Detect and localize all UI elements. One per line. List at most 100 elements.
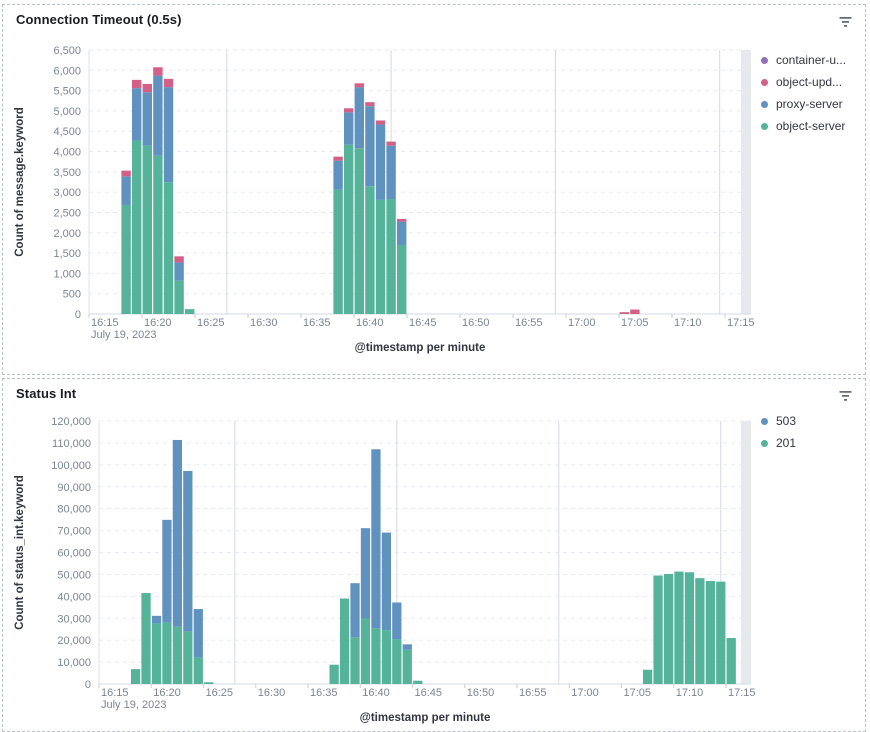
bar-segment-201[interactable] [726,637,736,684]
bar-segment-proxy_server[interactable] [333,160,343,190]
bar-segment-object_updater[interactable] [630,309,640,314]
bar-segment-201[interactable] [151,623,162,684]
bar-segment-object_server[interactable] [397,244,407,314]
y-tick-label: 1,000 [53,268,81,280]
bar-segment-503[interactable] [172,439,182,627]
bar-segment-object_updater[interactable] [619,312,629,314]
bar-segment-503[interactable] [371,449,381,629]
legend-item-object_server[interactable]: object-server [761,115,865,137]
bar-segment-201[interactable] [684,572,695,684]
bar-segment-object_updater[interactable] [174,256,184,263]
x-axis-title: @timestamp per minute [360,712,491,724]
bar-segment-proxy_server[interactable] [142,92,152,146]
y-tick-label: 50,000 [57,569,91,581]
bar-segment-proxy_server[interactable] [365,106,375,187]
bar-segment-object_server[interactable] [174,280,184,314]
bar-segment-object_server[interactable] [333,189,343,314]
bar-segment-object_server[interactable] [142,145,152,314]
bar-segment-object_updater[interactable] [132,79,142,89]
bar-segment-object_updater[interactable] [153,67,163,76]
bar-segment-503[interactable] [151,615,162,624]
bar-segment-object_updater[interactable] [344,108,354,113]
bar-segment-201[interactable] [130,669,141,684]
bar-segment-201[interactable] [193,657,203,684]
bar-segment-201[interactable] [663,573,674,684]
bar-segment-201[interactable] [162,622,172,684]
bar-segment-object_updater[interactable] [397,218,407,222]
bar-segment-201[interactable] [413,680,423,684]
bar-segment-object_updater[interactable] [365,102,375,107]
bar-segment-201[interactable] [360,618,371,684]
bar-segment-201[interactable] [705,580,715,684]
bar-segment-proxy_server[interactable] [375,124,386,200]
legend-item-object_updater[interactable]: object-upd... [761,71,865,93]
bar-segment-object_server[interactable] [354,148,364,314]
bar-segment-201[interactable] [643,669,653,684]
filter-lines-icon[interactable] [839,389,852,401]
bar-segment-201[interactable] [653,575,663,684]
bar-segment-proxy_server[interactable] [397,221,407,245]
bar-segment-503[interactable] [402,644,412,650]
y-tick-label: 3,000 [53,187,81,199]
x-tick-label: 17:00 [571,687,599,699]
bar-segment-503[interactable] [350,583,360,638]
bar-segment-object_server[interactable] [153,155,163,314]
bar-segment-object_updater[interactable] [121,170,131,177]
bar-segment-object_server[interactable] [185,309,195,314]
bar-segment-object_server[interactable] [365,186,375,314]
bar-segment-object_updater[interactable] [142,83,152,93]
bar-segment-object_updater[interactable] [333,156,343,161]
status-int-chart[interactable]: 0 10,000 20,000 30,000 40,000 50,000 60,000 70,… [3,379,867,731]
bar-segment-201[interactable] [695,578,705,684]
legend-item-201[interactable]: 201 [761,432,865,454]
bar-segment-object_server[interactable] [344,144,354,314]
bar-segment-object_server[interactable] [375,199,386,314]
connection-timeout-chart[interactable]: 0 500 1,000 1,500 2,000 2,500 3,000 3,500 4,000 4… [3,5,867,374]
bar-segment-503[interactable] [162,519,172,623]
bar-segment-proxy_server[interactable] [354,87,364,149]
bar-segment-object_server[interactable] [386,199,396,314]
legend-item-container_updater[interactable]: container-u... [761,49,865,71]
bar-segment-proxy_server[interactable] [121,176,131,205]
bar-segment-object_updater[interactable] [163,78,174,88]
bar-segment-201[interactable] [716,581,726,684]
filter-lines-icon[interactable] [839,15,852,27]
legend-label: object-server [776,119,846,133]
bar-segment-201[interactable] [339,598,350,684]
bar-segment-503[interactable] [183,470,193,632]
bar-segment-object_updater[interactable] [386,141,396,146]
bar-segment-201[interactable] [172,626,182,684]
x-axis-title: @timestamp per minute [355,342,486,354]
x-tick-label: 17:05 [624,687,652,699]
bar-segment-proxy_server[interactable] [386,145,396,200]
legend-item-proxy_server[interactable]: proxy-server [761,93,865,115]
bar-segment-object_updater[interactable] [375,120,386,125]
bar-segment-object_updater[interactable] [354,83,364,88]
bar-segment-object_server[interactable] [132,140,142,314]
bar-segment-proxy_server[interactable] [163,87,174,183]
bar-segment-proxy_server[interactable] [132,88,142,141]
legend-item-503[interactable]: 503 [761,410,865,432]
bar-segment-201[interactable] [371,628,381,684]
y-tick-label: 20,000 [57,635,91,647]
bar-segment-proxy_server[interactable] [344,112,354,145]
bar-segment-201[interactable] [183,631,193,684]
bar-segment-503[interactable] [381,532,391,631]
legend-dot [761,56,768,64]
bar-segment-201[interactable] [392,639,402,684]
bar-segment-201[interactable] [402,649,412,684]
bar-segment-201[interactable] [674,571,684,684]
bar-segment-proxy_server[interactable] [153,75,163,156]
bar-segment-proxy_server[interactable] [174,262,184,281]
bar-segment-object_server[interactable] [121,204,131,314]
bar-segment-201[interactable] [204,682,214,684]
x-tick-label: 16:40 [356,317,384,329]
bar-segment-201[interactable] [329,664,339,684]
bar-segment-201[interactable] [141,593,151,684]
bar-segment-503[interactable] [360,528,371,619]
bar-segment-503[interactable] [392,602,402,640]
bar-segment-object_server[interactable] [163,182,174,314]
bar-segment-503[interactable] [193,609,203,658]
bar-segment-201[interactable] [381,630,391,684]
bar-segment-201[interactable] [350,637,360,684]
